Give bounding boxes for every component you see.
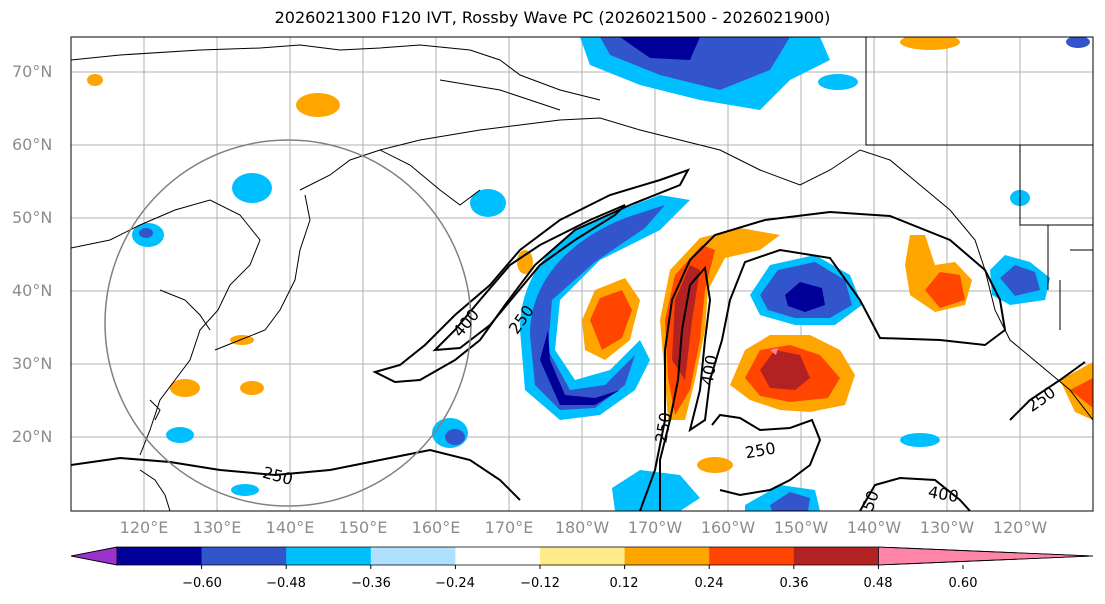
colorbar-segment bbox=[793, 547, 879, 565]
colorbar-tick-label: −0.12 bbox=[520, 576, 560, 591]
lon-label: 180°W bbox=[554, 518, 610, 537]
colorbar-tick-label: −0.36 bbox=[351, 576, 391, 591]
lat-label-50: 50°N bbox=[12, 208, 53, 227]
colorbar-extend-max bbox=[878, 546, 1094, 566]
colorbar-tick-label: 0.48 bbox=[863, 576, 893, 591]
colorbar-segment bbox=[117, 547, 203, 565]
colorbar-outline bbox=[70, 546, 1094, 566]
colorbar-tick-label: 0.24 bbox=[694, 576, 724, 591]
colorbar-segment bbox=[201, 547, 287, 565]
ivt-contours bbox=[71, 168, 1086, 511]
lon-label: 140°E bbox=[265, 518, 315, 537]
lon-label: 170°E bbox=[484, 518, 534, 537]
colorbar-segment bbox=[455, 547, 541, 565]
range-circle bbox=[104, 139, 472, 507]
colorbar-tick-label: −0.24 bbox=[435, 576, 475, 591]
colorbar-tick-label: 0.12 bbox=[609, 576, 639, 591]
coastlines bbox=[71, 37, 1093, 511]
colorbar-tick-label: 0.36 bbox=[779, 576, 809, 591]
colorbar-tick-label: 0.60 bbox=[948, 576, 978, 591]
colorbar-segment bbox=[709, 547, 795, 565]
colorbar-extend-min bbox=[70, 546, 118, 566]
colorbar-tick-label: −0.48 bbox=[266, 576, 306, 591]
colorbar-segment bbox=[370, 547, 456, 565]
lon-label: 160°W bbox=[700, 518, 756, 537]
lon-label: 170°W bbox=[627, 518, 683, 537]
lat-label-60: 60°N bbox=[12, 135, 53, 154]
lat-label-70: 70°N bbox=[12, 62, 53, 81]
map-title: 2026021300 F120 IVT, Rossby Wave PC (202… bbox=[274, 8, 831, 27]
lon-label: 140°W bbox=[846, 518, 902, 537]
lon-label: 130°E bbox=[192, 518, 242, 537]
lat-label-40: 40°N bbox=[12, 281, 53, 300]
colorbar-segment bbox=[624, 547, 710, 565]
lon-label: 120°W bbox=[992, 518, 1048, 537]
lon-label: 130°W bbox=[919, 518, 975, 537]
lon-label: 120°E bbox=[119, 518, 169, 537]
colorbar-tick-label: −0.60 bbox=[182, 576, 222, 591]
lon-label: 150°E bbox=[338, 518, 388, 537]
lat-label-20: 20°N bbox=[12, 427, 53, 446]
lon-label: 160°E bbox=[411, 518, 461, 537]
colorbar-segment bbox=[286, 547, 372, 565]
lon-label: 150°W bbox=[773, 518, 829, 537]
lat-label-30: 30°N bbox=[12, 354, 53, 373]
colorbar bbox=[70, 546, 1094, 569]
colorbar-segment bbox=[540, 547, 626, 565]
graticule bbox=[71, 37, 1093, 511]
